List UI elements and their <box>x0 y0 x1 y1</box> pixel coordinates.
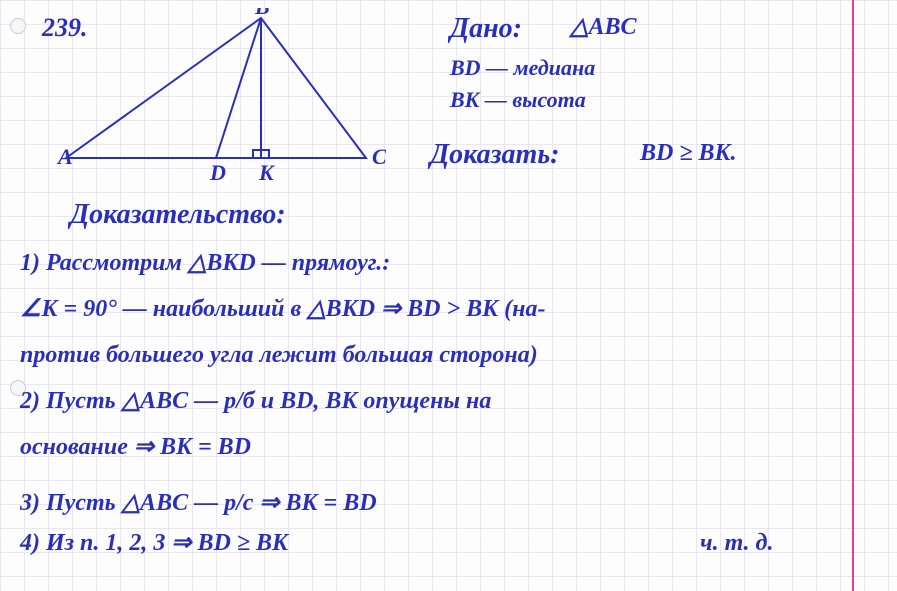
page-content: 239. A B C D K Дано: △ABC BD — медиана B… <box>0 0 897 591</box>
given-triangle: △ABC <box>570 14 636 40</box>
label-k: K <box>258 160 275 185</box>
label-a: A <box>56 144 73 169</box>
proof-2a: 2) Пусть △ABC — р/б и BD, BK опущены на <box>20 388 491 414</box>
prove-statement: BD ≥ BK. <box>640 140 737 166</box>
label-c: C <box>372 144 386 169</box>
given-line2: BK — высота <box>450 88 586 112</box>
proof-1c: против большего угла лежит большая сторо… <box>20 342 538 368</box>
proof-1b: ∠K = 90° — наибольший в △BKD ⇒ BD > BK (… <box>20 296 545 322</box>
proof-heading: Доказательство: <box>70 200 286 231</box>
triangle-diagram: A B C D K <box>56 8 386 188</box>
proof-3: 3) Пусть △ABC — р/с ⇒ BK = BD <box>20 490 377 516</box>
triangle-lines <box>66 18 366 158</box>
proof-4: 4) Из п. 1, 2, 3 ⇒ BD ≥ BK <box>20 530 288 556</box>
given-heading: Дано: <box>450 14 522 45</box>
segment-bd <box>216 18 261 158</box>
proof-2b: основание ⇒ BK = BD <box>20 434 251 460</box>
qed: ч. т. д. <box>700 530 773 556</box>
proof-1a: 1) Рассмотрим △BKD — прямоуг.: <box>20 250 390 276</box>
label-b: B <box>254 8 270 19</box>
label-d: D <box>209 160 226 185</box>
given-line1: BD — медиана <box>450 56 595 80</box>
prove-heading: Доказать: <box>430 140 559 171</box>
triangle-abc <box>66 18 366 158</box>
